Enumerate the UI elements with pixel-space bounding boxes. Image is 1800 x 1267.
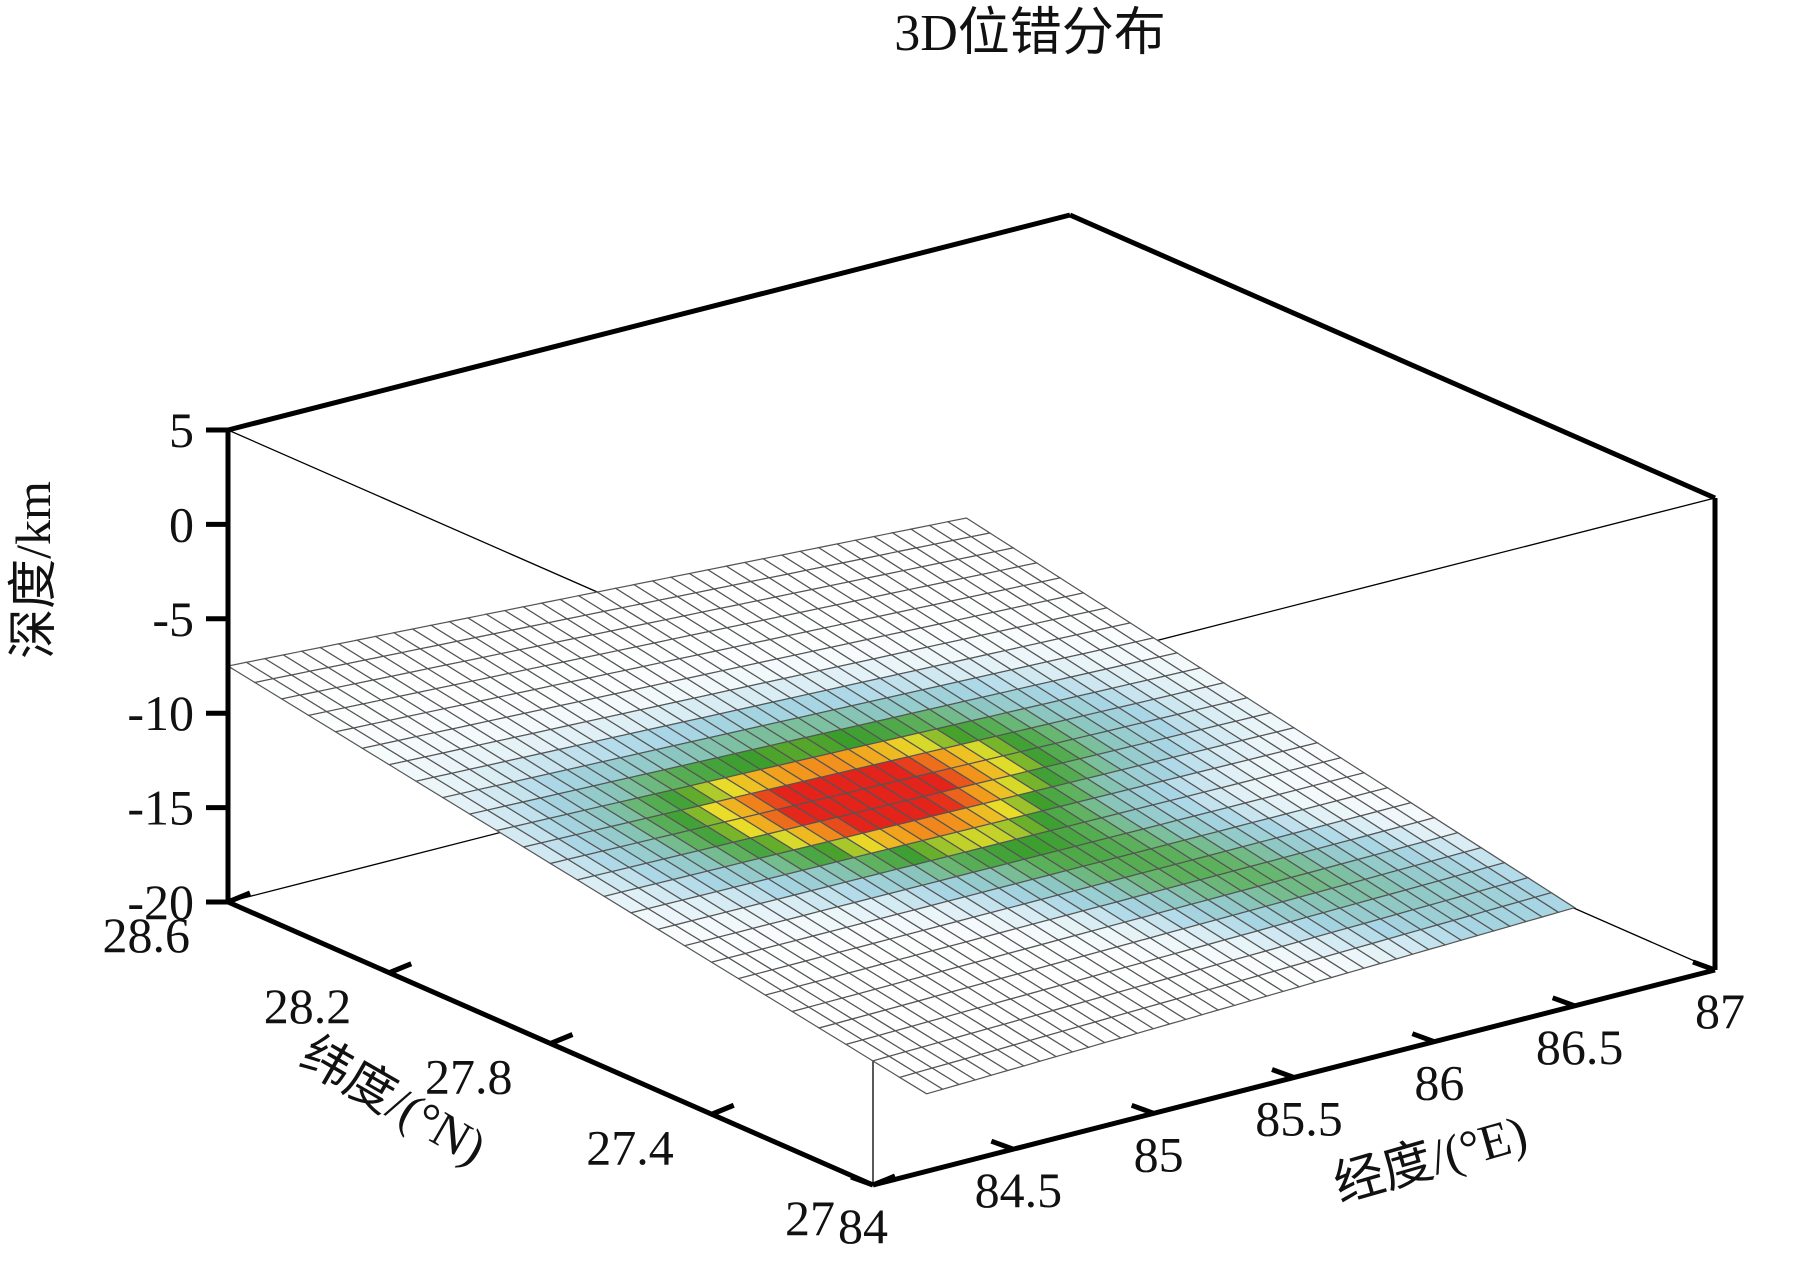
x-tick-mark [1692,959,1716,973]
y-tick-mark [710,1102,735,1117]
top-edge-front-left [227,212,1071,433]
z-tick-label: -20 [127,874,194,930]
chart-title: 3D位错分布 [894,5,1166,62]
y-tick-label: 27.8 [425,1049,513,1105]
x-tick-label: 87 [1695,983,1745,1039]
x-tick-mark [850,1174,874,1188]
y-tick-mark [227,890,251,905]
x-tick-mark [1551,995,1576,1009]
x-tick-mark [990,1138,1015,1152]
x-tick-label: 86 [1414,1055,1464,1111]
z-tick-label: 0 [169,496,194,552]
x-tick-label: 85 [1134,1126,1184,1182]
y-tick-label: 28.2 [264,978,352,1034]
x-axis-label: 经度/(°E) [1328,1104,1534,1212]
x-tick-mark [1411,1031,1436,1045]
y-tick-label: 27.4 [586,1119,674,1175]
x-tick-label: 84 [838,1198,888,1254]
surface-cell [1533,892,1577,913]
fault-slip-surface [226,517,1577,1095]
z-tick-label: 5 [169,402,194,458]
x-tick-mark [1130,1102,1155,1116]
x-tick-label: 85.5 [1255,1091,1343,1147]
x-tick-mark [1271,1067,1295,1080]
y-tick-mark [388,961,413,976]
z-tick-label: -15 [127,780,194,836]
z-tick-label: -5 [152,591,194,647]
y-tick-label: 27 [785,1190,835,1246]
top-edge-front-right [1068,212,1717,501]
axis-ticks: -20 -15 -10 -5 0 5 27 27.4 27.8 28.2 28.6 84 84.5 85 8… [103,402,1746,1254]
z-axis-label: 深度/km [5,481,61,659]
y-tick-label: 28.6 [103,907,191,963]
z-tick-label: -10 [127,685,194,741]
y-tick-mark [549,1032,574,1046]
x-tick-label: 84.5 [975,1162,1063,1218]
y-tick-mark [872,1173,896,1188]
x-tick-label: 86.5 [1536,1019,1624,1075]
